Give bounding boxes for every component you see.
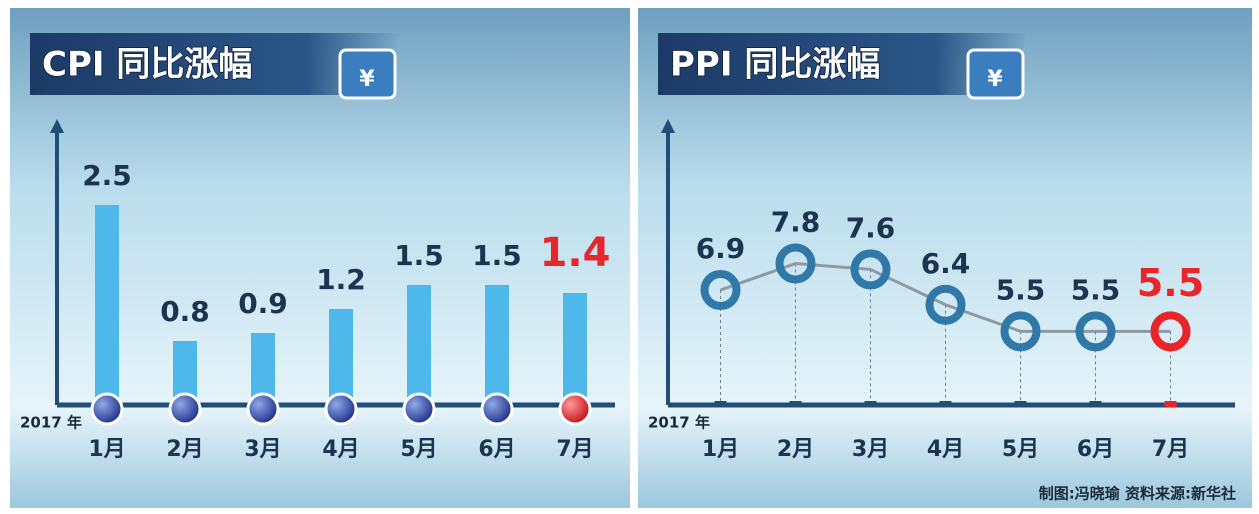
baseline-marker bbox=[940, 401, 952, 407]
x-tick-label: 1月 bbox=[88, 437, 125, 462]
value-label: 1.5 bbox=[472, 239, 522, 272]
x-tick-label: 2月 bbox=[166, 437, 203, 462]
value-label: 1.2 bbox=[316, 263, 366, 296]
x-tick-label: 7月 bbox=[556, 437, 593, 462]
baseline-marker bbox=[1090, 401, 1102, 407]
x-tick-label: 7月 bbox=[1152, 437, 1189, 462]
x-tick-label: 1月 bbox=[702, 437, 739, 462]
baseline-ball bbox=[482, 394, 512, 424]
bar bbox=[485, 285, 509, 405]
x-tick-label: 3月 bbox=[244, 437, 281, 462]
baseline-marker bbox=[790, 401, 802, 407]
baseline-ball bbox=[92, 394, 122, 424]
year-label: 2017 年 bbox=[20, 414, 82, 432]
baseline-ball bbox=[404, 394, 434, 424]
value-label: 0.9 bbox=[238, 287, 288, 320]
baseline-marker bbox=[715, 401, 727, 407]
year-label: 2017 年 bbox=[648, 414, 710, 432]
bar bbox=[95, 205, 119, 405]
baseline-ball bbox=[170, 394, 200, 424]
bar bbox=[329, 309, 353, 405]
value-label: 0.8 bbox=[160, 295, 210, 328]
baseline-marker bbox=[1015, 401, 1027, 407]
chart-title: PPI 同比涨幅 bbox=[670, 45, 880, 85]
bar bbox=[563, 293, 587, 405]
value-label: 6.9 bbox=[696, 232, 746, 265]
x-tick-label: 6月 bbox=[478, 437, 515, 462]
x-tick-label: 3月 bbox=[852, 437, 889, 462]
value-label: 5.5 bbox=[996, 273, 1046, 306]
value-label: 6.4 bbox=[921, 247, 971, 280]
x-tick-label: 6月 bbox=[1077, 437, 1114, 462]
value-label: 1.4 bbox=[540, 230, 611, 276]
x-tick-label: 5月 bbox=[1002, 437, 1039, 462]
icon-glyph: ¥ bbox=[359, 67, 375, 92]
baseline-ball bbox=[560, 394, 590, 424]
infographic: 制图:冯晓瑜 资料来源:新华社 CPI 同比涨幅 ¥2017 年 1月 2.5 2月 0.… bbox=[0, 0, 1259, 510]
value-label: 2.5 bbox=[82, 159, 132, 192]
value-label: 5.5 bbox=[1071, 273, 1121, 306]
chart-title: CPI 同比涨幅 bbox=[42, 45, 252, 85]
value-label: 5.5 bbox=[1137, 261, 1204, 305]
x-tick-label: 5月 bbox=[400, 437, 437, 462]
value-label: 7.6 bbox=[846, 211, 896, 244]
baseline-marker bbox=[1165, 401, 1177, 407]
credit: 制图:冯晓瑜 资料来源:新华社 bbox=[1039, 485, 1236, 503]
x-tick-label: 4月 bbox=[322, 437, 359, 462]
icon-glyph: ¥ bbox=[987, 67, 1003, 92]
x-tick-label: 2月 bbox=[777, 437, 814, 462]
value-label: 1.5 bbox=[394, 239, 444, 272]
baseline-ball bbox=[248, 394, 278, 424]
baseline-marker bbox=[865, 401, 877, 407]
value-label: 7.8 bbox=[771, 206, 821, 239]
x-tick-label: 4月 bbox=[927, 437, 964, 462]
bar bbox=[407, 285, 431, 405]
baseline-ball bbox=[326, 394, 356, 424]
